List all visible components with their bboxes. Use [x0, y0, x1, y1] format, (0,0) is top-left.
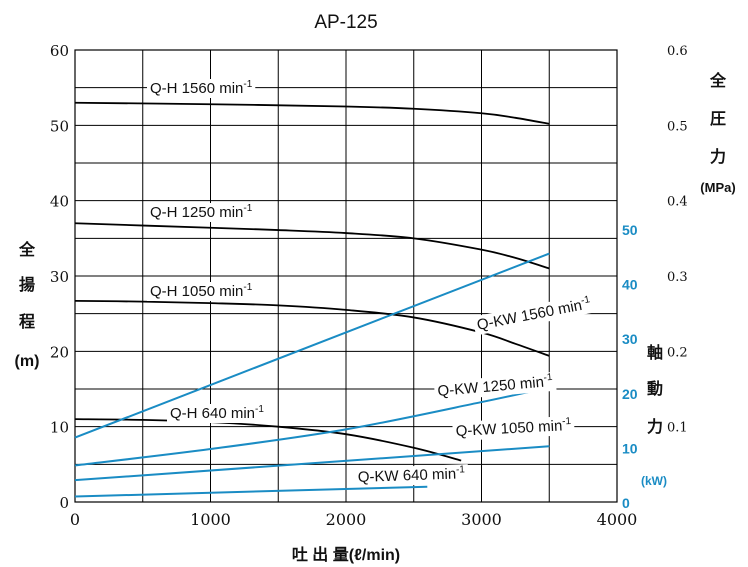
y-axis-label-char: 程: [19, 313, 35, 331]
x-tick-label: 3000: [461, 510, 502, 529]
head-curve: [74, 418, 462, 462]
curve-label-sup: -1: [543, 372, 553, 384]
pressure-label-char: 力: [710, 147, 726, 166]
curve-label: Q-H 1050 min-1: [147, 282, 256, 301]
power-tick-label: 10: [622, 440, 638, 456]
curve-label-text: Q-H 1560 min-1: [150, 79, 253, 97]
curve-labels: Q-H 1560 min-1Q-H 1250 min-1Q-H 1050 min…: [147, 79, 596, 488]
pressure-tick-label: 0.2: [667, 345, 688, 360]
y-tick-label: 40: [50, 193, 69, 211]
curve-label-bg: [472, 293, 596, 336]
tick-labels: 0 1000 2000 3000 400001020304050600.10.20.30…: [50, 42, 688, 529]
power-curve: [74, 485, 428, 498]
pressure-tick-label: 0.5: [667, 119, 688, 134]
pressure-label-char: 全: [709, 71, 727, 90]
curve-label-name: Q-H 1250 min: [150, 204, 243, 221]
curve-label-text: Q-H 1250 min-1: [150, 203, 253, 221]
curve-label: Q-KW 640 min-1: [354, 464, 469, 488]
power-label-char: 軸: [647, 343, 663, 362]
y-tick-label: 50: [50, 117, 69, 135]
power-tick-label: 0: [622, 495, 630, 511]
y-tick-label: 10: [50, 419, 69, 437]
curve-label-bg: [167, 404, 267, 423]
head-curve: [74, 101, 550, 125]
y-tick-label: 30: [50, 268, 69, 286]
curve-label-name: Q-KW 1050 min: [455, 417, 562, 440]
x-tick-label: 1000: [190, 510, 231, 529]
x-axis-label: 吐 出 量(ℓ/min): [292, 545, 400, 564]
curve-label-text: Q-H 1050 min-1: [150, 282, 253, 300]
power-label-char: 動: [647, 379, 663, 398]
curve-label: Q-H 1250 min-1: [147, 203, 256, 222]
curve-label: Q-H 640 min-1: [167, 404, 267, 423]
curves: [74, 101, 550, 498]
chart-title: AP-125: [314, 12, 377, 33]
curve-label: Q-H 1560 min-1: [147, 79, 256, 98]
curve-label-sup: -1: [243, 203, 252, 214]
power-curve: [74, 386, 550, 467]
y-axis-label-char: 全: [18, 240, 36, 259]
curve-label-bg: [452, 415, 575, 442]
power-tick-label: 20: [622, 386, 638, 402]
pressure-tick-label: 0.3: [667, 270, 688, 285]
pressure-label-char: (MPa): [700, 180, 735, 195]
curve-label-sup: -1: [243, 282, 252, 293]
curve-label-name: Q-KW 1560 min: [476, 297, 584, 334]
pressure-tick-label: 0.4: [667, 195, 688, 210]
curve-label-bg: [147, 282, 256, 301]
curve-label: Q-KW 1050 min-1: [452, 415, 575, 442]
curve-label-sup: -1: [456, 464, 466, 475]
pressure-tick-label: 0.1: [667, 421, 688, 436]
curve-label-name: Q-H 1560 min: [150, 80, 243, 97]
curve-label-text: Q-H 640 min-1: [170, 404, 264, 422]
curve-label-sup: -1: [562, 416, 572, 427]
head-curve: [74, 299, 550, 357]
power-curve: [74, 445, 550, 482]
y-tick-label: 0: [59, 494, 69, 512]
curve-label-name: Q-H 640 min: [170, 405, 255, 422]
curve-label-bg: [354, 464, 469, 488]
curve-label-name: Q-KW 640 min: [358, 466, 457, 486]
power-tick-label: 50: [622, 222, 638, 238]
power-unit: (kW): [641, 474, 667, 488]
curve-label-bg: [147, 203, 256, 222]
pressure-label-char: 圧: [710, 110, 726, 128]
y-axis-label-char: (m): [15, 353, 40, 370]
pressure-tick-label: 0.6: [667, 44, 688, 59]
y-axis-label-char: 揚: [19, 276, 35, 294]
y-tick-label: 60: [50, 42, 69, 60]
head-curve: [74, 222, 550, 270]
curve-label-name: Q-H 1050 min: [150, 283, 243, 300]
power-tick-label: 30: [622, 331, 638, 347]
curve-label-bg: [433, 371, 557, 402]
x-tick-label: 4000: [597, 510, 638, 529]
curve-label: Q-KW 1250 min-1: [433, 371, 557, 402]
curve-label-text: Q-KW 1560 min-1: [475, 294, 592, 334]
curve-label-text: Q-KW 640 min-1: [358, 464, 466, 486]
y-tick-label: 20: [50, 343, 69, 361]
power-curve: [74, 252, 550, 439]
power-label-char: 力: [647, 417, 663, 436]
curve-label-sup: -1: [255, 404, 264, 415]
curve-label-sup: -1: [243, 79, 252, 90]
curve-label-bg: [147, 79, 256, 98]
curve-label: Q-KW 1560 min-1: [472, 293, 596, 336]
curve-label-text: Q-KW 1050 min-1: [455, 416, 572, 440]
x-tick-label: 0: [70, 510, 80, 529]
curve-label-sup: -1: [580, 294, 591, 307]
x-tick-label: 2000: [326, 510, 367, 529]
power-tick-label: 40: [622, 277, 638, 293]
